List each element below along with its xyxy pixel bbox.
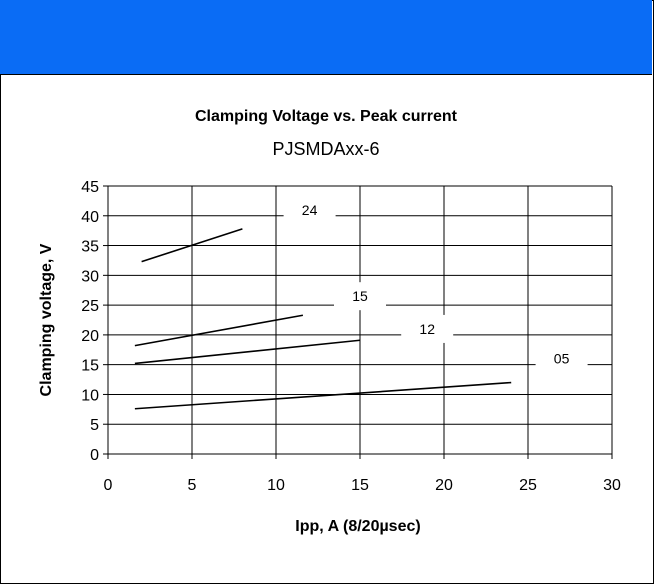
y-axis-title: Clamping voltage, V — [38, 243, 55, 396]
x-tick-label: 30 — [603, 477, 621, 494]
series-label-background — [535, 344, 588, 373]
series-label-05: 05 — [554, 351, 570, 367]
y-tick-label: 30 — [81, 268, 99, 285]
chart-subtitle: PJSMDAxx-6 — [272, 139, 379, 159]
chart-title: Clamping Voltage vs. Peak current — [195, 108, 458, 125]
y-tick-label: 35 — [81, 239, 99, 256]
series-label-24: 24 — [302, 202, 318, 218]
y-tick-label: 5 — [90, 417, 99, 434]
y-tick-label: 15 — [81, 358, 99, 375]
series-label-12: 12 — [419, 321, 435, 337]
x-tick-label: 5 — [188, 477, 197, 494]
y-tick-label: 20 — [81, 328, 99, 345]
series-label-background — [334, 282, 386, 311]
series-label-background — [283, 195, 336, 224]
x-axis-title: Ipp, A (8/20µsec) — [295, 518, 420, 535]
series-line-12 — [134, 339, 361, 365]
series-line-05 — [134, 381, 512, 410]
y-tick-label: 25 — [81, 298, 99, 315]
y-tick-label: 10 — [81, 387, 99, 404]
series-group: 24 15 12 05 — [134, 195, 588, 410]
series-label-background — [401, 314, 454, 343]
grid — [103, 185, 613, 459]
x-tick-label: 20 — [435, 477, 453, 494]
series-line-15 — [134, 314, 304, 347]
series-line-24 — [141, 228, 243, 263]
y-tick-label: 0 — [90, 447, 99, 464]
header-bar — [0, 0, 652, 75]
x-tick-label: 10 — [267, 477, 285, 494]
y-tick-label: 40 — [81, 209, 99, 226]
x-tick-label: 15 — [351, 477, 369, 494]
y-tick-label: 45 — [81, 179, 99, 196]
x-tick-label: 0 — [104, 477, 113, 494]
series-label-15: 15 — [352, 288, 368, 304]
x-tick-label: 25 — [519, 477, 537, 494]
